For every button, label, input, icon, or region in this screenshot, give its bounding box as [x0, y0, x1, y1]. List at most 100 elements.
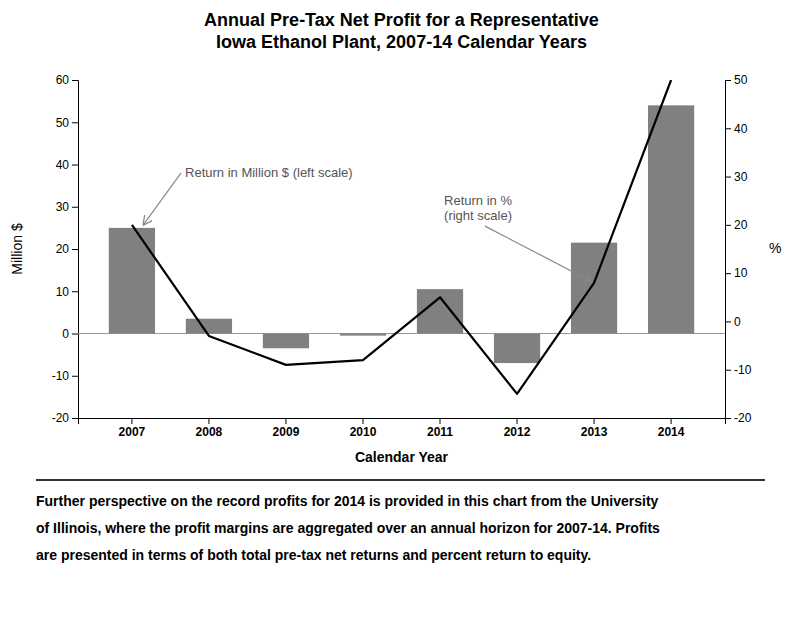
y2-tick: -20: [725, 411, 752, 425]
y2-tick-mark: [725, 128, 731, 129]
y2-tick-label: 20: [734, 218, 748, 232]
x-tick-mark: [285, 418, 286, 424]
x-tick: 2013: [581, 418, 608, 439]
chart: Annual Pre-Tax Net Profit for a Represen…: [0, 0, 797, 626]
y-tick-label: 20: [56, 242, 70, 256]
x-tick-label: 2014: [658, 425, 685, 439]
y2-tick-mark: [725, 418, 731, 419]
annotation-line: (right scale): [444, 208, 512, 223]
y2-tick: -10: [725, 363, 752, 377]
y-tick-label: -10: [52, 369, 70, 383]
x-tick-label: 2012: [504, 425, 531, 439]
y-tick-label: 30: [56, 200, 70, 214]
x-tick-label: 2007: [119, 425, 146, 439]
y-tick: 20: [56, 242, 78, 256]
x-tick-mark: [208, 418, 209, 424]
y-tick-label: 40: [56, 158, 70, 172]
y-tick-mark: [72, 291, 78, 292]
y-tick-mark: [72, 207, 78, 208]
line: [132, 80, 671, 394]
y-tick: 50: [56, 116, 78, 130]
title-line: Iowa Ethanol Plant, 2007-14 Calendar Yea…: [216, 32, 587, 52]
annotation: Return in Million $ (left scale): [185, 165, 353, 180]
y2-axis: -20-1001020304050: [725, 73, 752, 425]
y-tick-mark: [72, 249, 78, 250]
y-tick: 0: [62, 327, 78, 341]
x-tick: 2008: [196, 418, 223, 439]
bar: [340, 334, 386, 336]
separator: [36, 479, 765, 481]
y2-tick-label: -20: [734, 411, 752, 425]
y2-tick: 40: [725, 122, 748, 136]
x-tick-mark: [362, 418, 363, 424]
annotation-line: Return in %: [444, 193, 512, 208]
title-line: Annual Pre-Tax Net Profit for a Represen…: [204, 10, 599, 30]
bar-series: [109, 105, 694, 363]
caption: of Illinois, where the profit margins ar…: [36, 520, 660, 536]
x-tick: 2007: [119, 418, 146, 439]
x-tick: 2014: [658, 418, 685, 439]
y2-axis-title: %: [769, 240, 781, 256]
x-tick-label: 2011: [427, 425, 453, 439]
y-tick: 30: [56, 200, 78, 214]
y-tick-label: 60: [56, 73, 70, 87]
annotation-arrow: [144, 173, 182, 225]
y2-tick-label: 0: [734, 315, 741, 329]
y-axis: -20 -10 0 10 20 30 40 50 60: [52, 73, 79, 425]
bar: [571, 243, 617, 334]
y-tick-label: 10: [56, 285, 70, 299]
x-tick-mark: [671, 418, 672, 424]
y-axis-title: Million $: [9, 223, 25, 275]
y2-tick-mark: [725, 225, 731, 226]
y2-tick-mark: [725, 273, 731, 274]
y2-tick: 0: [725, 315, 741, 329]
x-tick: 2010: [350, 418, 377, 439]
y2-tick-label: 40: [734, 122, 748, 136]
y-tick: -20: [52, 411, 78, 425]
y-tick-mark: [72, 376, 78, 377]
bar: [109, 228, 155, 334]
x-tick-label: 2010: [350, 425, 377, 439]
zero-line: [78, 333, 725, 334]
annotation-arrow: [485, 226, 590, 281]
y-tick-mark: [72, 80, 78, 81]
caption: Further perspective on the record profit…: [36, 493, 659, 509]
x-tick-label: 2008: [196, 425, 223, 439]
y-tick: 10: [56, 285, 78, 299]
y2-tick-mark: [725, 321, 731, 322]
x-tick-label: 2013: [581, 425, 608, 439]
y-tick-mark: [72, 165, 78, 166]
x-tick-label: 2009: [273, 425, 300, 439]
y2-tick-label: 10: [734, 266, 748, 280]
y2-tick-label: 30: [734, 170, 748, 184]
x-tick-mark: [131, 418, 132, 424]
annotation-line: Return in Million $ (left scale): [185, 165, 353, 180]
annotations: Return in Million $ (left scale) Return i…: [144, 165, 591, 281]
x-tick-mark: [594, 418, 595, 424]
y2-tick: 30: [725, 170, 748, 184]
axis-line: [72, 81, 79, 419]
y-tick: -10: [52, 369, 78, 383]
y2-tick-mark: [725, 80, 731, 81]
bar: [186, 319, 232, 334]
axis-line: [79, 419, 726, 425]
x-tick: 2011: [427, 418, 453, 439]
axis-line: [726, 81, 732, 419]
x-axis-title: Calendar Year: [355, 449, 449, 465]
bar: [494, 334, 540, 364]
annotation: Return in %(right scale): [444, 193, 512, 224]
x-tick: 2012: [504, 418, 531, 439]
y-tick-mark: [72, 418, 78, 419]
x-axis: 2007 2008 2009 2010 2011 2012 2013 2014: [79, 418, 726, 439]
x-tick-mark: [517, 418, 518, 424]
y-tick-label: 0: [62, 327, 69, 341]
y-tick: 40: [56, 158, 78, 172]
y-tick-mark: [72, 122, 78, 123]
x-tick-mark: [440, 418, 441, 424]
bar: [263, 334, 309, 349]
y-tick-label: 50: [56, 116, 70, 130]
y2-tick: 10: [725, 266, 748, 280]
y-tick: 60: [56, 73, 78, 87]
y-tick-mark: [72, 334, 78, 335]
y2-tick-mark: [725, 177, 731, 178]
